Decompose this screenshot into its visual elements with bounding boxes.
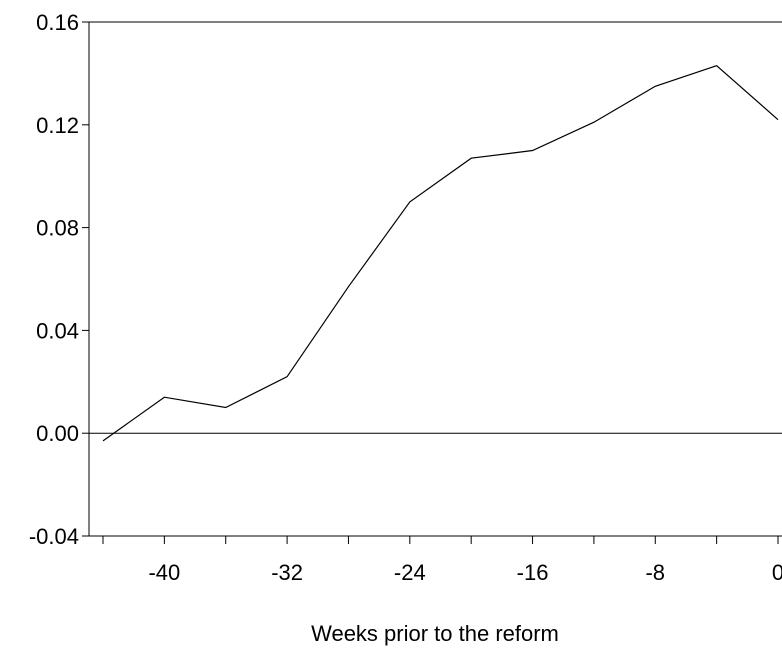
y-tick-label: 0.04: [36, 318, 79, 343]
x-tick-label: 0: [772, 560, 782, 585]
y-axis: 0.16 0.12 0.08 0.04 0.00 -0.04: [29, 10, 89, 549]
y-tick-label: 0.00: [36, 421, 79, 446]
x-tick-label: -24: [394, 560, 426, 585]
y-tick-label: 0.08: [36, 216, 79, 241]
x-axis-title: Weeks prior to the reform: [311, 621, 559, 646]
x-tick-label: -40: [148, 560, 180, 585]
x-tick-label: -8: [645, 560, 665, 585]
plot-frame: [88, 21, 782, 537]
y-tick-label: -0.04: [29, 524, 79, 549]
x-tick-label: -32: [271, 560, 303, 585]
y-tick-label: 0.12: [36, 113, 79, 138]
y-tick-label: 0.16: [36, 10, 79, 35]
series-line: [102, 65, 779, 442]
x-axis: -40 -32 -24 -16 -8 0: [102, 536, 782, 585]
x-tick-label: -16: [517, 560, 549, 585]
